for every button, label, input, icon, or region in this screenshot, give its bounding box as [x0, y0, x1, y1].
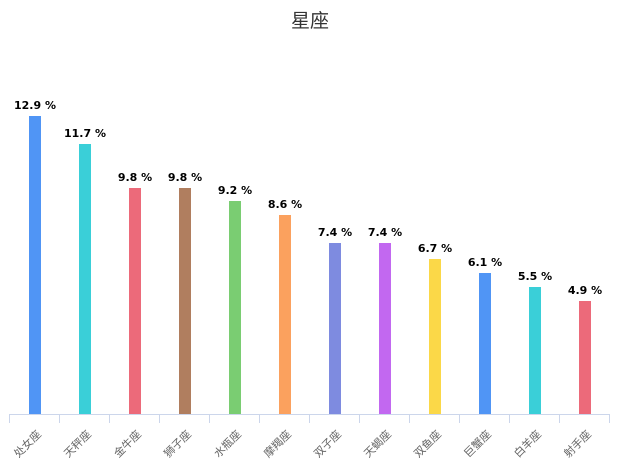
- chart-title: 星座: [290, 10, 329, 32]
- x-axis-tick: [409, 414, 410, 423]
- data-label: 5.5 %: [517, 270, 553, 283]
- x-axis-tick: [209, 414, 210, 423]
- data-label: 6.7 %: [417, 242, 453, 255]
- x-axis-tick: [309, 414, 310, 423]
- x-axis-tick: [509, 414, 510, 423]
- x-axis-category-label: 狮子座: [161, 427, 194, 461]
- data-label: 7.4 %: [367, 226, 403, 239]
- x-axis-category-label: 射手座: [561, 427, 594, 461]
- data-label: 9.8 %: [117, 171, 153, 184]
- bar[interactable]: [129, 188, 141, 414]
- x-axis-category-label: 金牛座: [111, 427, 144, 461]
- x-axis-tick: [609, 414, 610, 423]
- data-label: 4.9 %: [567, 284, 603, 297]
- x-axis-category-label: 水瓶座: [211, 427, 244, 461]
- x-axis-category-label: 双子座: [311, 427, 344, 461]
- data-label: 6.1 %: [467, 256, 503, 269]
- x-axis-tick: [559, 414, 560, 423]
- bar[interactable]: [529, 287, 541, 414]
- x-axis-category-label: 双鱼座: [411, 427, 444, 461]
- bar[interactable]: [29, 116, 41, 414]
- bar[interactable]: [329, 243, 341, 414]
- bar[interactable]: [429, 259, 441, 414]
- bar[interactable]: [479, 273, 491, 414]
- bar[interactable]: [179, 188, 191, 414]
- x-axis-tick: [109, 414, 110, 423]
- x-axis-category-label: 处女座: [11, 427, 44, 461]
- data-label: 9.2 %: [217, 184, 253, 197]
- x-axis-tick: [159, 414, 160, 423]
- data-label: 8.6 %: [267, 198, 303, 211]
- x-axis-tick: [59, 414, 60, 423]
- data-label: 12.9 %: [14, 99, 56, 112]
- bar[interactable]: [79, 144, 91, 414]
- bar[interactable]: [229, 201, 241, 414]
- x-axis-category-label: 天秤座: [61, 427, 94, 461]
- x-axis-tick: [9, 414, 10, 423]
- data-label: 11.7 %: [64, 127, 106, 140]
- data-label: 7.4 %: [317, 226, 353, 239]
- bar[interactable]: [279, 215, 291, 414]
- x-axis-tick: [359, 414, 360, 423]
- x-axis-category-label: 白羊座: [511, 427, 544, 461]
- x-axis-category-label: 天蝎座: [361, 427, 394, 461]
- data-label: 9.8 %: [167, 171, 203, 184]
- bar[interactable]: [379, 243, 391, 414]
- bar[interactable]: [579, 301, 591, 414]
- x-axis-tick: [459, 414, 460, 423]
- x-axis-tick: [259, 414, 260, 423]
- x-axis-category-label: 摩羯座: [261, 427, 294, 461]
- x-axis-category-label: 巨蟹座: [461, 427, 494, 461]
